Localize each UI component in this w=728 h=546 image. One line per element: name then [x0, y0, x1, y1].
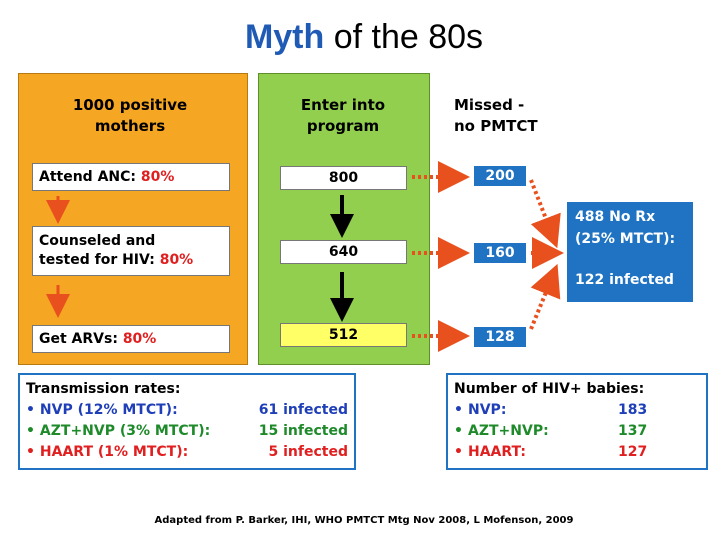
transmission-label: NVP (12% MTCT):	[39, 402, 178, 418]
missed-header-line1: Missed -	[454, 96, 525, 114]
program-header: Enter into program	[268, 95, 418, 137]
step-label-line1: Counseled and	[39, 233, 156, 249]
missed-count-arvs: 128	[474, 327, 526, 347]
converge-arrows	[529, 179, 564, 330]
mothers-header-line2: mothers	[94, 117, 166, 135]
transmission-row-haart: • HAART (1% MTCT): 5 infected	[26, 442, 348, 463]
step-label-line2: tested for HIV:	[39, 252, 160, 268]
missed-count-anc: 200	[474, 166, 526, 186]
program-header-line1: Enter into	[300, 96, 386, 114]
source-footer: Adapted from P. Barker, IHI, WHO PMTCT M…	[154, 515, 574, 526]
step-pct: 80%	[159, 252, 194, 268]
no-rx-line1: 488 No Rx	[575, 209, 656, 225]
babies-value: 183	[618, 402, 648, 418]
step-pct: 80%	[140, 168, 175, 185]
babies-value: 137	[618, 423, 648, 439]
transmission-label: HAART (1% MTCT):	[39, 444, 189, 460]
slide-title: Myth of the 80s	[0, 18, 728, 57]
transmission-value: 61 infected	[258, 402, 348, 418]
enter-count-arvs: 512	[280, 323, 407, 347]
no-rx-box: 488 No Rx (25% MTCT): 122 infected	[567, 202, 693, 302]
transmission-heading: Transmission rates:	[26, 381, 181, 397]
babies-row-azt: • AZT+NVP: 137	[454, 421, 700, 442]
mothers-header-line1: 1000 positive	[72, 96, 188, 114]
step-get-arvs: Get ARVs: 80%	[32, 325, 230, 353]
transmission-value: 15 infected	[258, 423, 348, 439]
hiv-babies-box: Number of HIV+ babies: • NVP: 183 • AZT+…	[446, 373, 708, 470]
program-header-line2: program	[306, 117, 380, 135]
bullet: •	[26, 444, 35, 460]
bullet: •	[454, 444, 463, 460]
transmission-value: 5 infected	[268, 444, 348, 460]
babies-label: NVP:	[468, 402, 507, 418]
bullet: •	[454, 423, 463, 439]
converge-arrow-1	[529, 179, 561, 249]
no-rx-line2: (25% MTCT):	[575, 231, 676, 247]
transmission-rates-box: Transmission rates: • NVP (12% MTCT): 61…	[18, 373, 356, 470]
babies-row-nvp: • NVP: 183	[454, 400, 700, 421]
babies-label: AZT+NVP:	[468, 423, 549, 439]
missed-arrows	[412, 161, 470, 352]
step-label: Attend ANC:	[39, 168, 141, 185]
babies-row-haart: • HAART: 127	[454, 442, 700, 463]
transmission-label: AZT+NVP (3% MTCT):	[39, 423, 211, 439]
missed-header: Missed - no PMTCT	[454, 95, 604, 137]
step-pct: 80%	[122, 330, 157, 347]
step-label: Get ARVs:	[39, 330, 123, 347]
converge-arrow-3	[529, 263, 561, 330]
missed-header-line2: no PMTCT	[454, 117, 538, 135]
babies-label: HAART:	[468, 444, 526, 460]
bullet: •	[454, 402, 463, 418]
babies-value: 127	[618, 444, 648, 460]
title-rest: of the 80s	[324, 18, 484, 56]
no-rx-line3: 122 infected	[575, 272, 674, 288]
bullet: •	[26, 423, 35, 439]
enter-count-anc: 800	[280, 166, 407, 190]
mothers-header: 1000 positive mothers	[40, 95, 220, 137]
babies-heading: Number of HIV+ babies:	[454, 381, 645, 397]
transmission-row-nvp: • NVP (12% MTCT): 61 infected	[26, 400, 348, 421]
step-counseled-tested: Counseled and tested for HIV: 80%	[32, 226, 230, 276]
bullet: •	[26, 402, 35, 418]
transmission-row-azt: • AZT+NVP (3% MTCT): 15 infected	[26, 421, 348, 442]
enter-count-tested: 640	[280, 240, 407, 264]
title-emphasis: Myth	[244, 18, 325, 56]
missed-count-tested: 160	[474, 243, 526, 263]
step-attend-anc: Attend ANC: 80%	[32, 163, 230, 191]
